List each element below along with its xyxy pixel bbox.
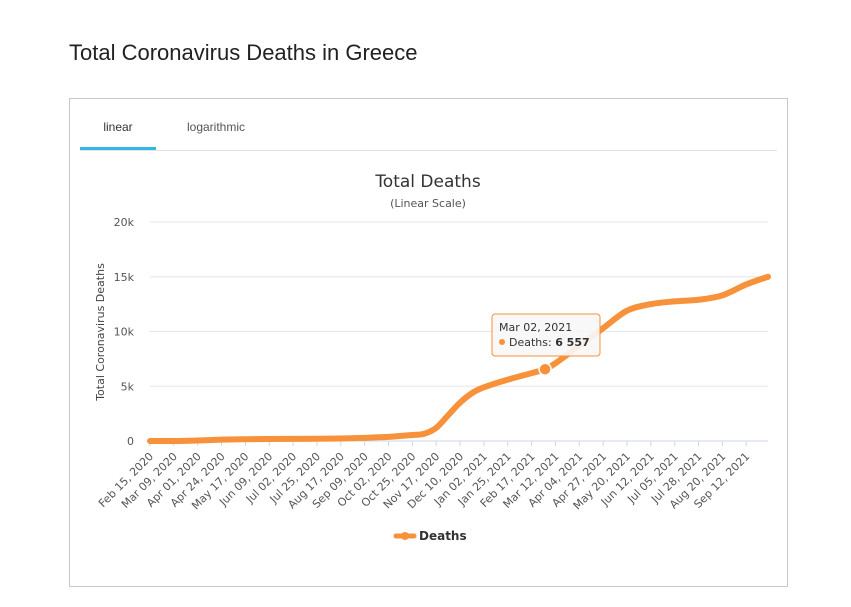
data-point[interactable] — [483, 386, 485, 388]
y-tick-label: 5k — [121, 380, 135, 393]
data-point[interactable] — [244, 438, 246, 440]
data-point[interactable] — [626, 310, 628, 312]
data-point[interactable] — [698, 299, 700, 301]
data-point[interactable] — [364, 437, 366, 439]
data-point[interactable] — [221, 439, 223, 441]
data-point[interactable] — [387, 436, 389, 438]
legend-marker-icon — [401, 532, 409, 540]
data-point[interactable] — [674, 300, 676, 302]
tooltip-value-line: Deaths: 6 557 — [509, 336, 590, 349]
data-point[interactable] — [531, 372, 533, 374]
data-point[interactable] — [268, 438, 270, 440]
data-point[interactable] — [292, 438, 294, 440]
page-title: Total Coronavirus Deaths in Greece — [69, 40, 418, 65]
data-point[interactable] — [507, 379, 509, 381]
y-tick-label: 10k — [114, 326, 135, 339]
data-point[interactable] — [554, 362, 556, 364]
data-point[interactable] — [316, 438, 318, 440]
data-point[interactable] — [435, 427, 437, 429]
data-point[interactable] — [602, 327, 604, 329]
scale-tabs: linear logarithmic — [80, 99, 777, 151]
y-tick-label: 0 — [127, 435, 134, 448]
legend-item-deaths[interactable]: Deaths — [419, 529, 467, 543]
tooltip: Mar 02, 2021 Deaths: 6 557 — [491, 313, 601, 357]
data-point[interactable] — [459, 402, 461, 404]
series-line-deaths[interactable] — [147, 273, 771, 445]
tooltip-box — [491, 313, 601, 357]
deaths-chart: Total Deaths (Linear Scale) Total Corona… — [94, 172, 771, 543]
data-point[interactable] — [447, 415, 449, 417]
data-point[interactable] — [650, 303, 652, 305]
y-tick-label: 15k — [114, 271, 135, 284]
data-point[interactable] — [340, 437, 342, 439]
hover-point-marker[interactable] — [538, 362, 552, 376]
data-point[interactable] — [197, 439, 199, 441]
data-point[interactable] — [149, 440, 151, 442]
data-point[interactable] — [411, 434, 413, 436]
data-point[interactable] — [423, 433, 425, 435]
tooltip-series-name: Deaths — [509, 336, 548, 349]
tab-linear[interactable]: linear — [80, 120, 156, 150]
tooltip-value: 6 557 — [555, 336, 589, 349]
chart-panel: linear logarithmic Total Deaths (Linear … — [69, 98, 788, 587]
chart-subtitle: (Linear Scale) — [390, 197, 466, 210]
data-point[interactable] — [173, 440, 175, 442]
tab-logarithmic[interactable]: logarithmic — [186, 120, 246, 134]
legend[interactable]: Deaths — [393, 529, 467, 543]
tooltip-series-marker — [499, 339, 505, 345]
data-point[interactable] — [721, 294, 723, 296]
data-point[interactable] — [471, 392, 473, 394]
tooltip-date: Mar 02, 2021 — [499, 321, 572, 334]
data-point[interactable] — [767, 276, 769, 278]
data-point[interactable] — [745, 283, 747, 285]
chart-title: Total Deaths — [374, 172, 481, 192]
y-tick-label: 20k — [114, 216, 135, 229]
y-axis-title: Total Coronavirus Deaths — [94, 263, 107, 402]
